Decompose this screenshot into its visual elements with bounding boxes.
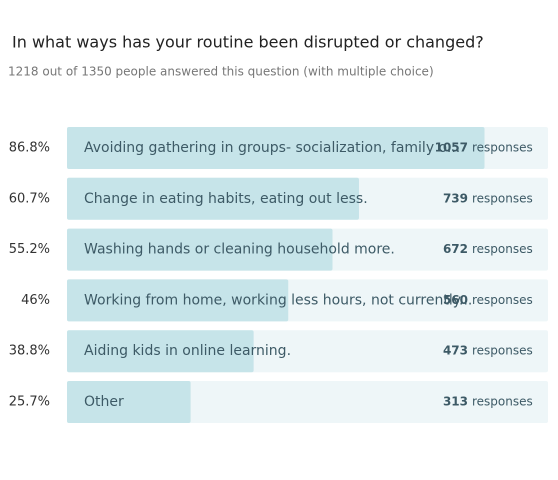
value-label: 46% (21, 293, 50, 308)
response-count: 672 (443, 242, 468, 256)
category-label: Aiding kids in online learning. (84, 343, 291, 359)
bar (67, 279, 289, 322)
response-count: 473 (443, 344, 468, 358)
bar (67, 330, 254, 373)
bar (67, 127, 485, 169)
response-count: 560 (443, 293, 468, 307)
response-unit: responses (472, 293, 533, 307)
chart-subtitle: 1218 out of 1350 people answered this qu… (8, 65, 434, 79)
response-unit: responses (472, 242, 533, 256)
response-count: 1057 (435, 141, 468, 155)
response-count: 739 (443, 191, 468, 205)
value-label: 86.8% (9, 141, 50, 156)
chart-title: In what ways has your routine been disru… (12, 33, 484, 52)
response-unit: responses (472, 344, 533, 358)
bar (67, 177, 359, 220)
value-label: 55.2% (9, 242, 50, 257)
response-unit: responses (472, 191, 533, 205)
response-unit: responses (472, 395, 533, 409)
bar (67, 381, 191, 423)
category-label: Other (84, 394, 124, 410)
response-count: 313 (443, 395, 468, 409)
category-label: Working from home, working less hours, n… (84, 292, 472, 308)
value-label: 38.8% (9, 344, 50, 359)
response-unit: responses (472, 141, 533, 155)
value-label: 25.7% (9, 395, 50, 410)
bar (67, 228, 333, 271)
value-label: 60.7% (9, 191, 50, 206)
category-label: Change in eating habits, eating out less… (84, 191, 368, 207)
category-label: Washing hands or cleaning household more… (84, 242, 395, 258)
category-label: Avoiding gathering in groups- socializat… (84, 140, 460, 156)
